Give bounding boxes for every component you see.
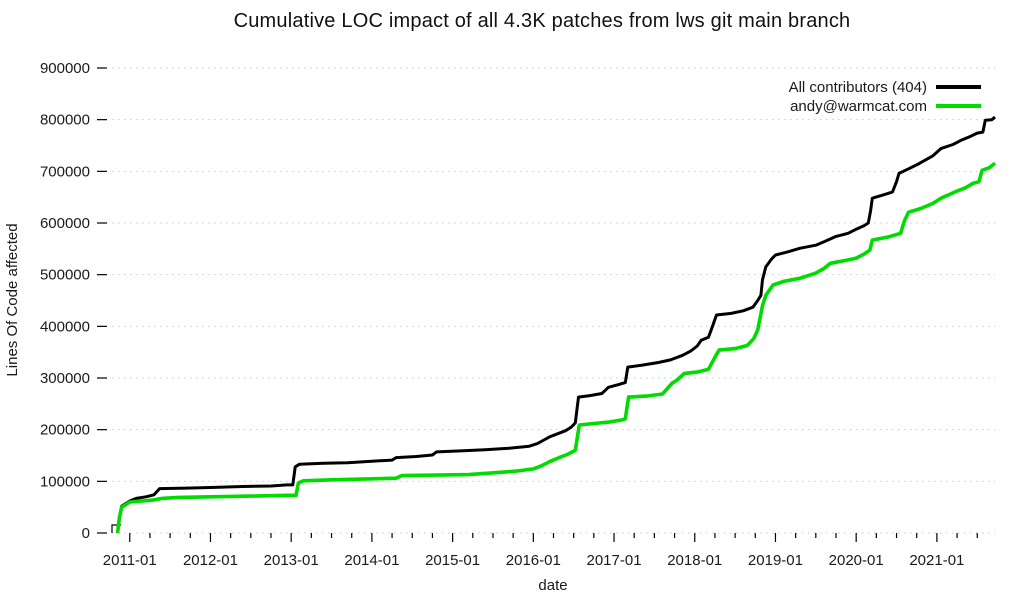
y-axis-title: Lines Of Code affected — [4, 223, 21, 376]
x-tick-label: 2019-01 — [748, 552, 803, 569]
x-tick-label: 2020-01 — [829, 552, 884, 569]
x-tick-label: 2021-01 — [909, 552, 964, 569]
y-tick-label: 500000 — [40, 267, 90, 284]
y-tick-label: 900000 — [40, 60, 90, 77]
x-tick-label: 2013-01 — [264, 552, 319, 569]
x-tick-label: 2014-01 — [344, 552, 399, 569]
legend-label-all-contributors: All contributors (404) — [789, 79, 927, 96]
y-tick-label: 400000 — [40, 318, 90, 335]
x-tick-label: 2012-01 — [183, 552, 238, 569]
series-line-all-contributors — [116, 115, 996, 534]
series-line-andy-warmcat — [115, 161, 997, 534]
y-tick-label: 0 — [82, 525, 90, 542]
y-tick-label: 800000 — [40, 112, 90, 129]
x-tick-label: 2016-01 — [506, 552, 561, 569]
y-tick-label: 100000 — [40, 473, 90, 490]
x-axis-title: date — [538, 577, 567, 594]
x-tick-label: 2011-01 — [103, 552, 157, 569]
x-tick-label: 2015-01 — [425, 552, 480, 569]
y-tick-label: 200000 — [40, 422, 90, 439]
y-tick-label: 300000 — [40, 370, 90, 387]
y-tick-label: 700000 — [40, 163, 90, 180]
legend-label-andy-warmcat: andy@warmcat.com — [790, 98, 927, 115]
chart-title: Cumulative LOC impact of all 4.3K patche… — [233, 10, 851, 32]
x-tick-label: 2017-01 — [587, 552, 642, 569]
y-tick-label: 600000 — [40, 215, 90, 232]
chart-generated-layer: 0 100000 200000 300000 400000 500000 600000 700… — [40, 60, 997, 569]
x-tick-label: 2018-01 — [667, 552, 722, 569]
